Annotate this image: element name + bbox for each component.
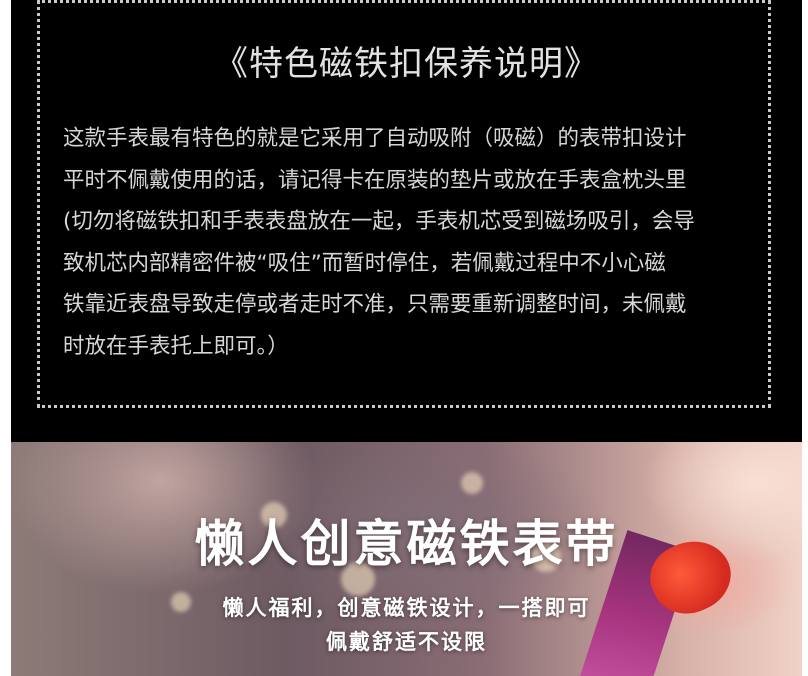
bokeh-light bbox=[171, 592, 191, 612]
bokeh-light bbox=[341, 562, 375, 596]
bokeh-light bbox=[531, 542, 561, 572]
care-instructions-body: 这款手表最有特色的就是它采用了自动吸附（吸磁）的表带扣设计 平时不佩戴使用的话，… bbox=[63, 118, 775, 367]
care-body-line: 这款手表最有特色的就是它采用了自动吸附（吸磁）的表带扣设计 bbox=[63, 126, 687, 151]
magnetic-strap-banner: 懒人创意磁铁表带 懒人福利，创意磁铁设计，一搭即可 佩戴舒适不设限 bbox=[11, 442, 802, 676]
banner-subtitle-line2: 佩戴舒适不设限 bbox=[326, 630, 487, 654]
banner-title: 懒人创意磁铁表带 bbox=[194, 515, 619, 573]
care-body-line: 致机芯内部精密件被“吸住”而暂时停住，若佩戴过程中不小心磁 bbox=[63, 250, 666, 276]
care-body-line: 时放在手表托上即可。） bbox=[63, 333, 289, 359]
care-body-line: 铁靠近表盘导致走停或者走时不准，只需要重新调整时间，未佩戴 bbox=[63, 292, 687, 317]
bokeh-light bbox=[261, 502, 287, 528]
magnet-clasp-care-section: 《特色磁铁扣保养说明》 这款手表最有特色的就是它采用了自动吸附（吸磁）的表带扣设… bbox=[11, 0, 802, 442]
bokeh-light bbox=[461, 472, 483, 494]
care-body-line: 平时不佩戴使用的话，请记得卡在原装的垫片或放在手表盒枕头里 bbox=[63, 167, 687, 193]
dotted-border-frame bbox=[37, 0, 771, 408]
banner-subtitle-line1: 懒人福利，创意磁铁设计，一搭即可 bbox=[222, 596, 591, 620]
care-instructions-title: 《特色磁铁扣保养说明》 bbox=[214, 44, 599, 84]
care-body-line: (切勿将磁铁扣和手表表盘放在一起，手表机芯受到磁场吸引，会导 bbox=[63, 209, 695, 234]
